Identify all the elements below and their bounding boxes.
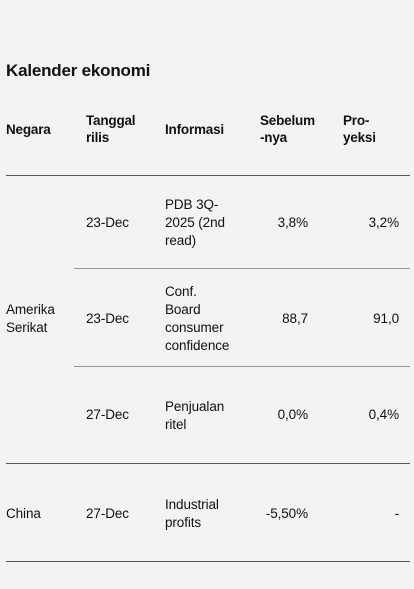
info-line: PDB 3Q-	[165, 197, 219, 212]
header-divider	[6, 175, 410, 176]
row-proj-value: 3,2%	[368, 215, 399, 230]
country-line1: Amerika	[6, 302, 55, 317]
info-line: read)	[165, 233, 197, 248]
row-info: Conf. Board consumer confidence	[165, 283, 229, 355]
country-china: China	[6, 506, 41, 521]
info-line: profits	[165, 515, 202, 530]
row-proj-value: -	[394, 506, 400, 521]
header-tanggal-line2: rilis	[86, 130, 110, 145]
header-proyeksi: Pro- yeksi	[343, 112, 376, 146]
info-line: consumer	[165, 320, 224, 335]
country-amerika-serikat: Amerika Serikat	[6, 301, 55, 337]
row-prev-value: 0,0%	[277, 407, 308, 422]
row-date: 23-Dec	[86, 311, 129, 326]
row-info: Industrial profits	[165, 496, 219, 532]
row-info: Penjualan ritel	[165, 398, 224, 434]
row-prev-value: 88,7	[282, 311, 308, 326]
info-line: Industrial	[165, 497, 219, 512]
info-line: Conf.	[165, 284, 197, 299]
row-prev-value: -5,50%	[265, 506, 308, 521]
info-line: Penjualan	[165, 399, 225, 414]
header-proyeksi-line2: yeksi	[343, 130, 376, 145]
info-line: confidence	[165, 338, 230, 353]
row-info: PDB 3Q- 2025 (2nd read)	[165, 196, 225, 250]
header-sebelumnya: Sebelum -nya	[260, 112, 315, 146]
page-title: Kalender ekonomi	[6, 61, 151, 80]
header-proyeksi-line1: Pro-	[343, 113, 370, 128]
row-divider	[74, 268, 410, 269]
header-sebelumnya-line2: -nya	[260, 130, 287, 145]
header-tanggal-rilis: Tanggal rilis	[86, 112, 136, 146]
header-sebelumnya-line1: Sebelum	[260, 113, 315, 128]
row-proj-value: 0,4%	[368, 407, 399, 422]
row-proj-value: 91,0	[373, 311, 399, 326]
info-line: Board	[165, 302, 201, 317]
row-prev-value: 3,8%	[277, 215, 308, 230]
row-date: 23-Dec	[86, 215, 129, 230]
header-negara: Negara	[6, 122, 51, 137]
header-tanggal-line1: Tanggal	[86, 113, 136, 128]
row-date: 27-Dec	[86, 506, 129, 521]
header-informasi: Informasi	[165, 122, 224, 137]
row-date: 27-Dec	[86, 407, 129, 422]
group-divider	[6, 463, 410, 464]
info-line: ritel	[165, 417, 187, 432]
country-line2: Serikat	[6, 320, 48, 335]
row-divider	[74, 366, 410, 367]
info-line: 2025 (2nd	[165, 215, 225, 230]
table-bottom-divider	[6, 561, 410, 562]
